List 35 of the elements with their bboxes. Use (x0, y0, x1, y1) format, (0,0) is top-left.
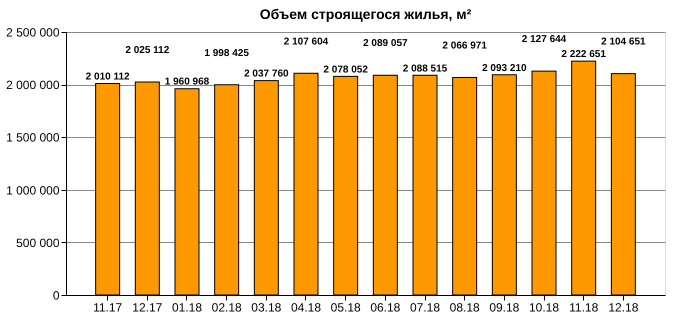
x-tick-label: 05.18 (330, 300, 362, 314)
x-tick-label: 11.17 (93, 300, 123, 314)
data-label: 2 078 052 (323, 64, 368, 76)
y-tick-label: 1 000 000 (6, 183, 60, 198)
data-label: 2 093 210 (482, 62, 528, 74)
y-tick-label: 500 000 (16, 236, 60, 250)
data-label: 2 222 651 (561, 49, 606, 60)
data-label: 2 088 515 (402, 63, 448, 74)
data-label: 2 107 604 (284, 36, 329, 48)
x-tick-label: 11.18 (569, 300, 599, 314)
data-label: 1 998 425 (204, 48, 250, 59)
data-label: 2 037 760 (244, 68, 290, 80)
x-tick-label: 12.17 (132, 300, 163, 314)
x-tick-label: 10.18 (528, 300, 560, 314)
y-tick-label: 2 500 000 (6, 26, 60, 40)
x-tick-label: 06.18 (370, 300, 401, 314)
x-tick-label: 03.18 (251, 300, 282, 314)
x-tick-label: 02.18 (212, 300, 242, 314)
data-label: 2 127 644 (522, 34, 567, 46)
y-tick-label: 0 (52, 288, 60, 302)
data-label: 2 010 112 (86, 72, 130, 83)
chart-title: Объем строящегося жилья, м² (260, 6, 472, 22)
data-label: 2 104 651 (601, 36, 646, 48)
x-tick-label: 04.18 (290, 300, 322, 314)
data-label: 2 089 057 (363, 38, 408, 50)
data-label: 1 960 968 (164, 76, 210, 88)
x-tick-label: 08.18 (450, 300, 480, 314)
x-tick-label: 12.18 (608, 300, 639, 314)
y-tick-label: 1 500 000 (6, 130, 60, 145)
y-tick-label: 2 000 000 (6, 78, 60, 92)
x-tick-label: 07.18 (410, 300, 440, 314)
x-tick-label: 01.18 (172, 300, 202, 314)
data-label: 2 025 112 (125, 44, 170, 56)
x-tick-label: 09.18 (489, 300, 520, 314)
data-label: 2 066 971 (442, 40, 488, 52)
